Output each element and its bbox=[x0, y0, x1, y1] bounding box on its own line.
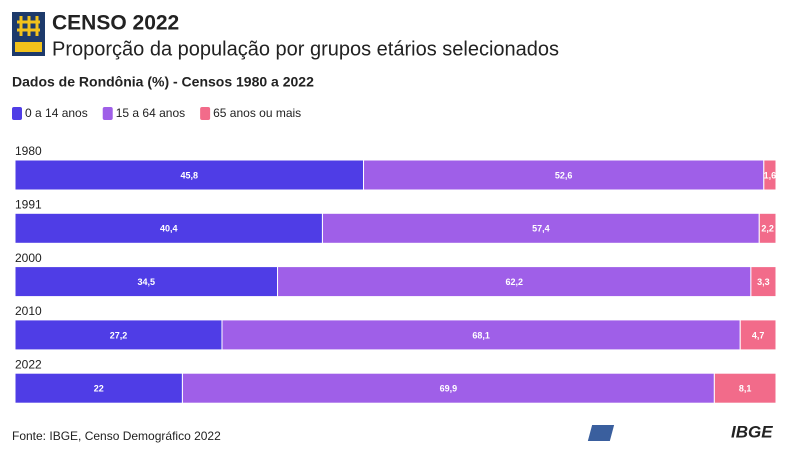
brand-icon bbox=[587, 425, 615, 441]
logo-mark bbox=[17, 16, 40, 36]
bar-segment bbox=[763, 159, 777, 191]
legend-label: 65 anos ou mais bbox=[213, 106, 301, 120]
bar-segment bbox=[758, 212, 777, 244]
chart-title: CENSO 2022 bbox=[52, 12, 179, 35]
brand-text: IBGE bbox=[731, 422, 773, 441]
bar-segment bbox=[713, 372, 777, 404]
bar-segment bbox=[14, 266, 279, 298]
data-label: 3,3 bbox=[757, 277, 770, 287]
data-label: 52,6 bbox=[555, 170, 573, 180]
bar-segment bbox=[221, 319, 741, 351]
data-label: 68,1 bbox=[472, 330, 490, 340]
data-label: 2,2 bbox=[761, 224, 774, 234]
bar-segment bbox=[321, 212, 760, 244]
data-label: 57,4 bbox=[532, 224, 550, 234]
chart-heading: Dados de Rondônia (%) - Censos 1980 a 20… bbox=[12, 74, 314, 90]
data-label: 22 bbox=[94, 384, 104, 394]
bar-segment bbox=[14, 372, 183, 404]
bar-segment bbox=[739, 319, 777, 351]
data-label: 34,5 bbox=[138, 277, 156, 287]
legend-swatch bbox=[12, 107, 22, 120]
data-label: 69,9 bbox=[440, 384, 458, 394]
legend-label: 15 a 64 anos bbox=[116, 106, 185, 120]
category-label: 1980 bbox=[15, 144, 42, 158]
data-label: 27,2 bbox=[110, 330, 128, 340]
legend-swatch bbox=[200, 107, 211, 120]
legend-swatch bbox=[102, 107, 113, 120]
census-logo bbox=[12, 12, 45, 56]
bar-segment bbox=[750, 266, 777, 298]
data-label: 62,2 bbox=[505, 277, 523, 287]
data-label: 1,6 bbox=[764, 170, 777, 180]
data-label: 45,8 bbox=[181, 170, 199, 180]
bar-segment bbox=[277, 266, 752, 298]
category-label: 2022 bbox=[15, 357, 42, 371]
logo-band bbox=[15, 42, 42, 52]
bar-segment bbox=[363, 159, 765, 191]
data-label: 40,4 bbox=[160, 224, 178, 234]
data-label: 4,7 bbox=[752, 330, 765, 340]
bar-segment bbox=[14, 159, 365, 191]
legend-label: 0 a 14 anos bbox=[25, 106, 88, 120]
category-label: 1991 bbox=[15, 197, 42, 211]
chart-subtitle: Proporção da população por grupos etário… bbox=[52, 38, 559, 60]
bar-segment bbox=[14, 319, 223, 351]
category-label: 2010 bbox=[15, 304, 42, 318]
brand-logo: IBGE bbox=[587, 422, 773, 441]
source-note: Fonte: IBGE, Censo Demográfico 2022 bbox=[12, 429, 221, 443]
category-label: 2000 bbox=[15, 251, 42, 265]
data-label: 8,1 bbox=[739, 384, 752, 394]
